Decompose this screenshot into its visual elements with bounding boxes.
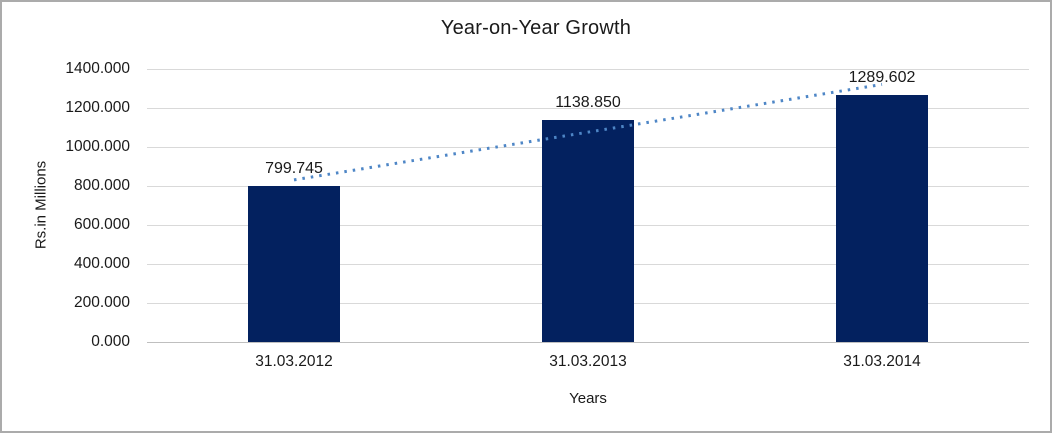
bar-value-label: 799.745 [265,160,323,177]
x-axis-tick-labels: 31.03.2012 31.03.2013 31.03.2014 [147,353,1029,373]
y-tick-label: 200.000 [73,294,130,311]
bar-group: 1289.602 [836,69,928,342]
bar [248,186,340,342]
y-tick-label: 600.000 [73,216,130,233]
bar-group: 799.745 [248,69,340,342]
y-tick-label: 800.000 [73,177,130,194]
y-tick-label: 1200.000 [65,99,130,116]
x-tick-label: 31.03.2012 [255,353,333,370]
x-tick-label: 31.03.2014 [843,353,921,370]
x-axis-title: Years [569,390,607,407]
y-tick-label: 400.000 [73,255,130,272]
gridline [147,69,1029,70]
chart-title: Year-on-Year Growth [440,17,632,39]
y-axis-tick-labels: 1400.000 1200.000 1000.000 800.000 600.0… [2,60,130,350]
bar-value-label: 1138.850 [555,93,621,111]
y-tick-label: 1000.000 [65,138,130,155]
trendline [293,82,883,182]
plot-area: 799.745 1138.850 1289.602 [147,69,1029,343]
bar-group: 1138.850 [542,69,634,342]
y-tick-label: 0.000 [91,333,130,350]
bar [836,95,928,342]
bar [542,119,634,342]
y-tick-label: 1400.000 [65,60,130,77]
gridline [147,108,1029,109]
x-axis-line [147,342,1029,343]
bar-value-label: 1289.602 [848,69,916,86]
x-tick-label: 31.03.2013 [549,353,627,370]
